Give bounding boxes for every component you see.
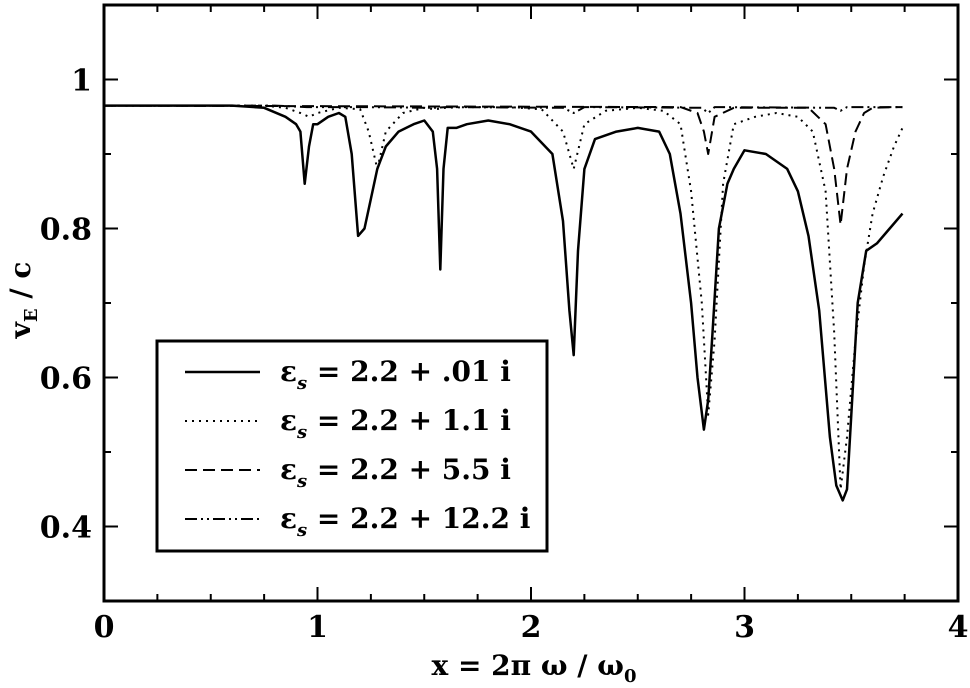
y-tick-label: 1 <box>71 64 92 99</box>
legend: εs = 2.2 + .01 iεs = 2.2 + 1.1 iεs = 2.2… <box>155 339 549 553</box>
legend-label-2: εs = 2.2 + 1.1 i <box>280 404 511 443</box>
x-tick-label: 3 <box>734 610 755 645</box>
legend-label-1: εs = 2.2 + .01 i <box>280 355 511 394</box>
legend-value: = 2.2 + 12.2 i <box>307 502 530 535</box>
legend-label-3: εs = 2.2 + 5.5 i <box>280 453 511 492</box>
legend-value: = 2.2 + 5.5 i <box>307 453 511 486</box>
series-line-3 <box>103 104 903 226</box>
y-tick-label: 0.8 <box>40 213 92 248</box>
legend-value: = 2.2 + 1.1 i <box>307 404 511 437</box>
legend-subscript: s <box>296 520 307 541</box>
x-tick-label: 0 <box>94 610 115 645</box>
y-tick-label: 0.6 <box>40 362 92 397</box>
legend-epsilon: ε <box>280 355 297 388</box>
x-axis-title-main: x = 2π ω / ω <box>432 649 624 682</box>
x-tick-label: 2 <box>521 610 542 645</box>
legend-label-4: εs = 2.2 + 12.2 i <box>280 502 530 541</box>
tick-labels: 0 1 2 3 4 0.4 0.6 0.8 1 <box>40 64 969 646</box>
series-line-4 <box>104 104 903 114</box>
y-axis-title-main: v <box>4 321 37 339</box>
legend-epsilon: ε <box>280 404 297 437</box>
legend-subscript: s <box>296 373 307 394</box>
x-axis-title: x = 2π ω / ω0 <box>432 649 637 687</box>
legend-value: = 2.2 + .01 i <box>307 355 511 388</box>
x-axis-title-sub: 0 <box>624 666 637 687</box>
legend-epsilon: ε <box>280 502 297 535</box>
series-line-2 <box>104 104 904 491</box>
legend-subscript: s <box>296 422 307 443</box>
legend-epsilon: ε <box>280 453 297 486</box>
x-tick-label: 4 <box>948 610 969 645</box>
y-axis-title-sub: E <box>21 308 42 322</box>
plot-frame <box>102 3 960 603</box>
legend-subscript: s <box>296 471 307 492</box>
y-axis-title-tail: / c <box>4 262 37 309</box>
series-line-1 <box>104 104 904 502</box>
legend-box <box>155 339 549 553</box>
y-tick-label: 0.4 <box>40 511 92 546</box>
y-axis-title: vE / c <box>4 262 42 340</box>
x-tick-label: 1 <box>307 610 328 645</box>
series-layer <box>103 104 904 502</box>
